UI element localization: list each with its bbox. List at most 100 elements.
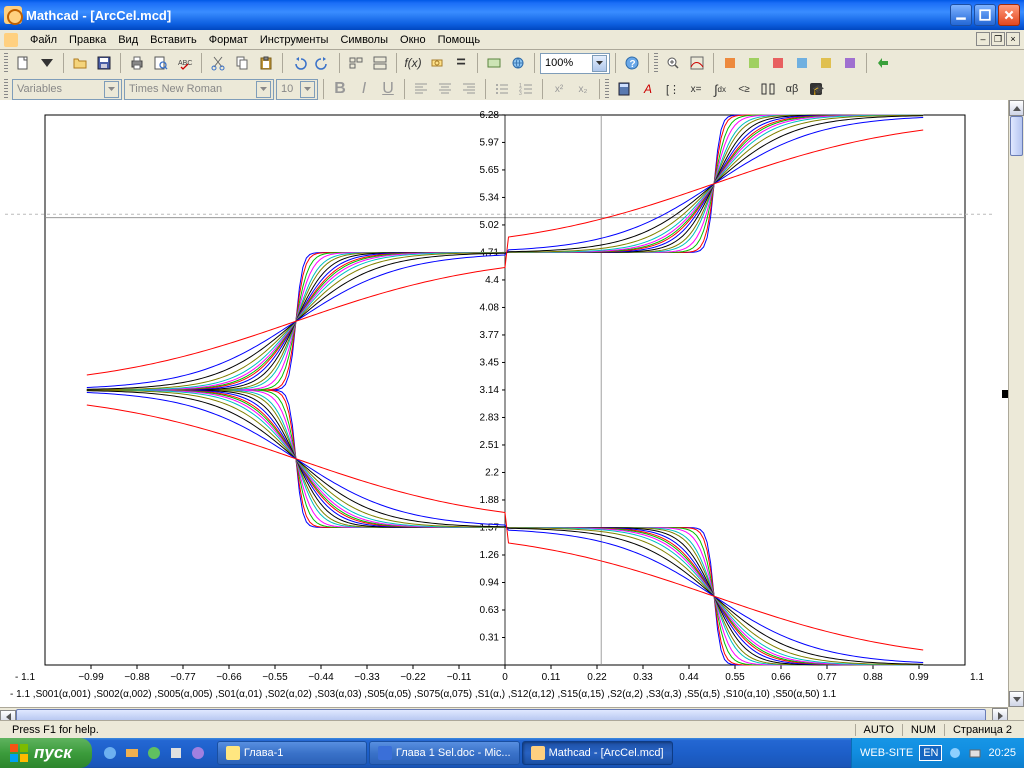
start-button[interactable]: пуск [0,738,92,768]
print-preview-button[interactable] [150,52,172,74]
status-page: Страница 2 [944,724,1020,736]
bold-button[interactable]: B [329,78,351,100]
cut-button[interactable] [207,52,229,74]
units-button[interactable] [426,52,448,74]
subscript-button[interactable]: x₂ [572,78,594,100]
taskbar-task[interactable]: Mathcad - [ArcCel.mcd] [522,741,673,765]
maximize-button[interactable] [974,4,996,26]
underline-button[interactable]: U [377,78,399,100]
system-tray[interactable]: WEB-SITE EN 20:25 [851,738,1024,768]
graph-palette[interactable]: A [637,78,659,100]
mdi-close[interactable]: × [1006,32,1020,46]
math-palette2[interactable] [743,52,765,74]
title-bar: Mathcad - [ArcCel.mcd] [0,0,1024,30]
align-right-button[interactable] [458,78,480,100]
scroll-up-icon[interactable] [1009,100,1024,116]
align-regions-button[interactable] [345,52,367,74]
mdi-minimize[interactable]: – [976,32,990,46]
menu-symbolics[interactable]: Символы [334,32,394,48]
scroll-down-icon[interactable] [1009,691,1024,707]
style-combo[interactable]: Variables [12,79,122,100]
svg-text:🎓: 🎓 [812,84,824,96]
size-combo[interactable]: 10 [276,79,318,100]
calculus-palette[interactable]: ∫dx [709,78,731,100]
svg-text:−0.99: −0.99 [78,672,104,683]
separate-regions-button[interactable] [369,52,391,74]
align-center-button[interactable] [434,78,456,100]
ql-icon-5[interactable] [188,743,208,763]
bullets-button[interactable] [491,78,513,100]
tray-icon-1[interactable] [948,746,962,760]
xy-plot-region[interactable]: −0.99−0.88−0.77−0.66−0.55−0.44−0.33−0.22… [5,105,995,707]
new-dropdown[interactable] [36,52,58,74]
menu-edit[interactable]: Правка [63,32,112,48]
italic-button[interactable]: I [353,78,375,100]
standard-toolbar: ABC f(x) = 100% ? [0,50,1024,76]
svg-text:?: ? [630,59,636,70]
menu-view[interactable]: Вид [112,32,144,48]
vscroll-thumb[interactable] [1010,116,1023,156]
spellcheck-button[interactable]: ABC [174,52,196,74]
menu-window[interactable]: Окно [394,32,432,48]
status-num: NUM [902,724,944,736]
copy-button[interactable] [231,52,253,74]
ql-icon-1[interactable] [100,743,120,763]
align-left-button[interactable] [410,78,432,100]
trace-button[interactable] [686,52,708,74]
boolean-palette[interactable]: <≥ [733,78,755,100]
function-button[interactable]: f(x) [402,52,424,74]
menu-help[interactable]: Помощь [432,32,487,48]
undo-button[interactable] [288,52,310,74]
tray-icon-2[interactable] [968,746,982,760]
save-button[interactable] [93,52,115,74]
svg-text:2.51: 2.51 [480,440,500,451]
help-book-button[interactable] [839,52,861,74]
matrix-palette[interactable]: [⋮⋮] [661,78,683,100]
redo-button[interactable] [312,52,334,74]
evaluation-palette[interactable]: x= [685,78,707,100]
greek-palette[interactable]: αβ [781,78,803,100]
font-combo[interactable]: Times New Roman [124,79,274,100]
ql-icon-4[interactable] [166,743,186,763]
menu-insert[interactable]: Вставить [144,32,203,48]
menu-file[interactable]: Файл [24,32,63,48]
math-palette5[interactable] [815,52,837,74]
calculate-button[interactable]: = [450,52,472,74]
math-palette1[interactable] [719,52,741,74]
svg-text:−0.11: −0.11 [447,672,472,683]
ql-icon-3[interactable] [144,743,164,763]
math-palette4[interactable] [791,52,813,74]
status-help: Press F1 for help. [4,724,855,736]
taskbar-task[interactable]: Глава 1 Sel.doc - Mic... [369,741,520,765]
go-button[interactable] [872,52,894,74]
mdi-restore[interactable]: ❐ [991,32,1005,46]
numbers-button[interactable]: 123 [515,78,537,100]
close-button[interactable] [998,4,1020,26]
zoom-value: 100% [545,57,573,69]
vertical-scrollbar[interactable] [1008,100,1024,707]
symbolic-palette[interactable]: 🎓 [805,78,827,100]
font-value: Times New Roman [129,83,222,95]
paste-button[interactable] [255,52,277,74]
tray-lang[interactable]: EN [919,745,942,761]
superscript-button[interactable]: x² [548,78,570,100]
insert-hyperlink-button[interactable] [507,52,529,74]
new-button[interactable] [12,52,34,74]
minimize-button[interactable] [950,4,972,26]
print-button[interactable] [126,52,148,74]
zoom-in-button[interactable] [662,52,684,74]
calculator-palette[interactable] [613,78,635,100]
programming-palette[interactable] [757,78,779,100]
taskbar-task[interactable]: Глава-1 [217,741,367,765]
ql-icon-2[interactable] [122,743,142,763]
help-button[interactable]: ? [621,52,643,74]
svg-text:[⋮⋮]: [⋮⋮] [666,84,680,96]
zoom-combo[interactable]: 100% [540,53,610,74]
math-palette3[interactable] [767,52,789,74]
menu-bar: Файл Правка Вид Вставить Формат Инструме… [0,30,1024,50]
menu-format[interactable]: Формат [203,32,254,48]
open-button[interactable] [69,52,91,74]
svg-text:6.28: 6.28 [480,110,500,121]
menu-tools[interactable]: Инструменты [254,32,335,48]
insert-component-button[interactable] [483,52,505,74]
